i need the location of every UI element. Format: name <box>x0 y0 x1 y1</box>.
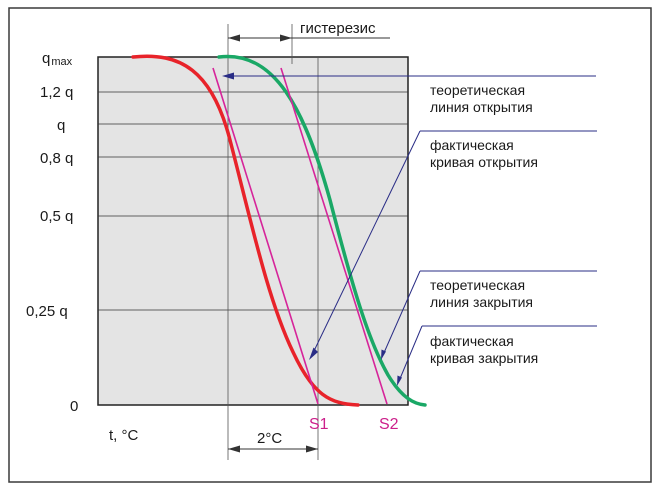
annotation-theoretical-closing: теоретическая линия закрытия <box>430 277 533 310</box>
annotation-pointers <box>228 75 597 382</box>
actual-closing-curve <box>131 54 360 407</box>
delta-label: 2°C <box>257 430 282 447</box>
y-tick-qmax: qmax <box>42 50 73 68</box>
annotation-actual-opening: фактическая кривая открытия <box>430 137 538 170</box>
arrow-actual-opening <box>309 347 318 360</box>
vertical-reference-lines <box>227 24 319 460</box>
pointer-actual-opening-diag <box>312 130 421 354</box>
arrow-theoretical-opening <box>222 72 234 80</box>
delta-arrow-left <box>228 445 240 453</box>
pointer-theoretical-closing-diag <box>382 270 421 356</box>
y-tick-0-8q: 0,8 q <box>40 150 73 167</box>
arrow-theoretical-closing <box>381 349 386 360</box>
y-tick-qmax-sub: max <box>51 56 72 68</box>
x-axis-label: t, °C <box>109 427 139 444</box>
theoretical-line-s2 <box>280 67 388 405</box>
annotation-actual-closing-line2: кривая закрытия <box>430 350 538 366</box>
annotation-actual-closing-line1: фактическая <box>430 333 514 349</box>
annotation-theoretical-opening: теоретическая линия открытия <box>430 82 533 115</box>
arrow-actual-closing <box>397 375 402 386</box>
y-tick-zero: 0 <box>70 398 78 415</box>
pointer-actual-closing-diag <box>398 325 423 382</box>
annotation-actual-opening-line2: кривая открытия <box>430 154 538 170</box>
y-tick-qmax-main: q <box>42 50 50 67</box>
delta-arrow-right <box>306 445 318 453</box>
annotation-theoretical-closing-line2: линия закрытия <box>430 294 533 310</box>
theoretical-line-s1 <box>212 67 319 405</box>
y-tick-0-5q: 0,5 q <box>40 208 73 225</box>
y-tick-q: q <box>57 117 65 134</box>
y-tick-1-2q: 1,2 q <box>40 84 73 101</box>
point-s1-label: S1 <box>309 416 329 433</box>
annotation-theoretical-opening-line2: линия открытия <box>430 99 533 115</box>
annotation-theoretical-opening-line1: теоретическая <box>430 82 525 98</box>
hysteresis-arrow-right <box>280 34 292 42</box>
actual-opening-curve <box>217 54 427 407</box>
annotation-theoretical-closing-line1: теоретическая <box>430 277 525 293</box>
annotation-actual-closing: фактическая кривая закрытия <box>430 333 538 366</box>
annotation-actual-opening-line1: фактическая <box>430 137 514 153</box>
point-s2-label: S2 <box>379 416 399 433</box>
hysteresis-label: гистерезис <box>300 20 376 37</box>
horizontal-gridlines <box>98 91 408 311</box>
hysteresis-arrow-left <box>228 34 240 42</box>
y-axis-labels: qmax 1,2 q q 0,8 q 0,5 q 0,25 q 0 <box>26 50 78 415</box>
y-tick-0-25q: 0,25 q <box>26 303 68 320</box>
